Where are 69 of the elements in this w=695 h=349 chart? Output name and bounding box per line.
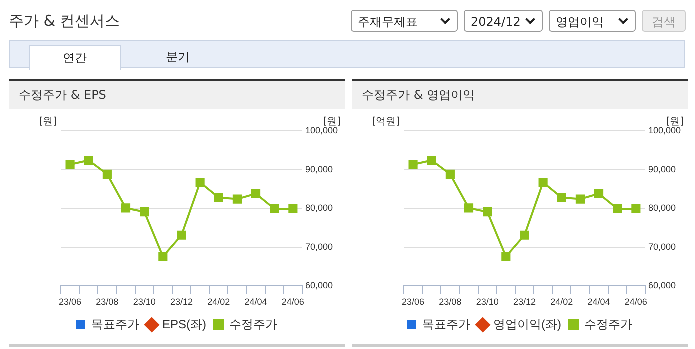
legend-label: 영업이익(좌) bbox=[494, 317, 562, 332]
point bbox=[177, 230, 186, 240]
dropdown-field: 2024/12 bbox=[464, 10, 543, 32]
point bbox=[66, 160, 75, 170]
y2-tick-label: 90,000 bbox=[305, 164, 333, 174]
point bbox=[576, 194, 585, 204]
chart-title: 수정주가 & EPS bbox=[9, 81, 345, 109]
x-tick-label: 24/04 bbox=[244, 297, 268, 308]
y2-tick-label: 100,000 bbox=[305, 125, 338, 136]
point bbox=[158, 252, 168, 262]
y2-axis-title: [원] bbox=[323, 116, 342, 128]
dropdown-field: 주재무제표 bbox=[351, 10, 458, 32]
point bbox=[557, 193, 566, 202]
point bbox=[196, 178, 205, 188]
point bbox=[483, 208, 492, 217]
y2-tick-label: 100,000 bbox=[648, 125, 682, 136]
y-axis-title: [원] bbox=[39, 116, 58, 128]
point bbox=[251, 189, 261, 198]
point bbox=[140, 208, 150, 217]
x-tick-label: 24/06 bbox=[282, 297, 304, 308]
point bbox=[408, 160, 418, 170]
text: 분기 bbox=[165, 49, 191, 66]
text: 검색 bbox=[642, 10, 686, 32]
y2-tick-label: 70,000 bbox=[648, 242, 676, 252]
y2-tick-label: 80,000 bbox=[648, 203, 676, 214]
legend-label: 수정주가 bbox=[584, 317, 632, 332]
point bbox=[232, 194, 242, 204]
y2-tick-label: 70,000 bbox=[305, 242, 333, 252]
point bbox=[102, 170, 112, 179]
y2-tick-label: 90,000 bbox=[648, 164, 676, 174]
x-tick-label: 23/12 bbox=[513, 297, 536, 308]
x-tick-label: 23/08 bbox=[96, 297, 119, 308]
point bbox=[613, 204, 622, 214]
legend-label: 목표주가 bbox=[92, 317, 140, 332]
x-tick-label: 23/12 bbox=[170, 297, 193, 308]
point bbox=[520, 230, 530, 240]
x-tick-label: 23/06 bbox=[402, 297, 425, 308]
point bbox=[446, 170, 455, 179]
text: 주가 & 컨센서스 bbox=[9, 12, 120, 31]
x-tick-label: 23/08 bbox=[439, 297, 462, 308]
point bbox=[270, 204, 280, 214]
dropdown-field: 영업이익 bbox=[549, 10, 636, 32]
point bbox=[84, 156, 94, 166]
chart-title: 수정주가 & 영업이익 bbox=[352, 81, 688, 109]
x-tick-label: 24/04 bbox=[588, 297, 610, 308]
x-tick-label: 24/06 bbox=[624, 297, 648, 308]
text: 연간 bbox=[29, 45, 121, 70]
y2-axis-title: [원] bbox=[666, 116, 684, 128]
point bbox=[538, 178, 548, 188]
legend-label: 수정주가 bbox=[230, 317, 278, 332]
x-tick-label: 23/06 bbox=[59, 297, 82, 308]
x-tick-label: 23/10 bbox=[476, 297, 499, 308]
point bbox=[288, 204, 298, 214]
point bbox=[632, 204, 641, 214]
y2-tick-label: 60,000 bbox=[305, 280, 333, 291]
point bbox=[427, 156, 436, 166]
point bbox=[464, 204, 474, 213]
point bbox=[121, 204, 131, 213]
point bbox=[594, 189, 604, 198]
legend-label: EPS(좌) bbox=[162, 317, 207, 332]
x-tick-label: 23/10 bbox=[133, 297, 156, 308]
y2-tick-label: 60,000 bbox=[648, 280, 676, 291]
x-tick-label: 24/02 bbox=[208, 297, 230, 308]
point bbox=[502, 252, 511, 262]
y2-tick-label: 80,000 bbox=[305, 203, 333, 214]
y-axis-title: [억원] bbox=[372, 116, 400, 128]
x-tick-label: 24/02 bbox=[550, 297, 574, 308]
legend-label: 목표주가 bbox=[422, 317, 471, 332]
point bbox=[214, 193, 224, 202]
